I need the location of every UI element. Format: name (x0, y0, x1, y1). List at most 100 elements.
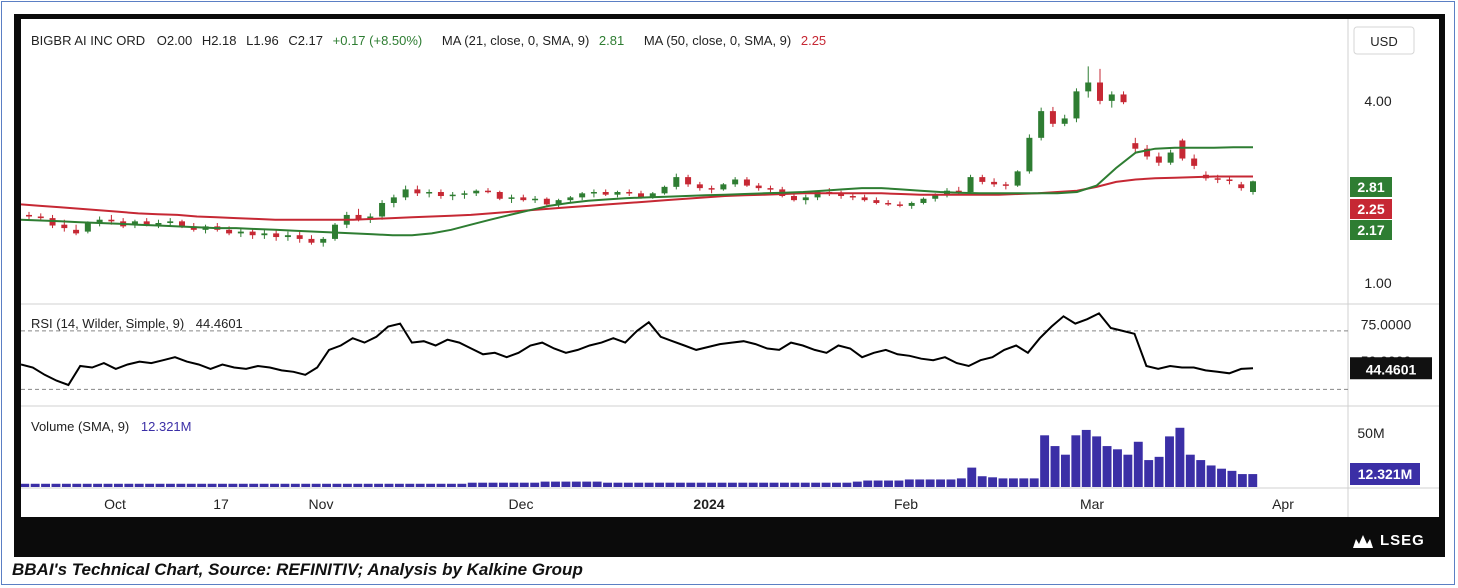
volume-bar (936, 479, 945, 487)
currency-button[interactable] (1353, 26, 1415, 55)
candle-body (26, 214, 32, 217)
candle-body (1097, 82, 1103, 101)
volume-bar (145, 483, 155, 487)
candle-body (1026, 137, 1033, 172)
volume-bar (582, 481, 592, 487)
volume-bar (832, 482, 841, 487)
candle-body (543, 198, 550, 205)
candle-body (885, 202, 892, 205)
volume-bar (519, 482, 529, 487)
volume-bar (499, 482, 508, 487)
volume-bar (280, 483, 290, 487)
volume-bar (623, 482, 633, 487)
volume-bar (894, 480, 904, 487)
volume-bar (1165, 436, 1174, 487)
candle-body (237, 231, 244, 234)
candle-body (1155, 156, 1162, 163)
volume-group (20, 427, 1258, 487)
candle-body (1038, 111, 1045, 138)
volume-bar (197, 483, 207, 487)
rsi-tick-label: 75.0000 (1361, 317, 1412, 333)
volume-bar (748, 482, 758, 487)
candle-body (1085, 82, 1092, 92)
candle-body (449, 194, 456, 197)
rsi-legend: RSI (14, Wilder, Simple, 9) 44.4601 (31, 316, 243, 331)
volume-badge-label: 12.321M (1358, 466, 1412, 482)
candle-body (1132, 143, 1139, 149)
volume-bar (779, 482, 789, 487)
candle-body (426, 192, 433, 194)
volume-bar (405, 483, 415, 487)
volume-bar (322, 483, 331, 487)
low-label: L1.96 (246, 33, 279, 48)
candle-body (273, 233, 280, 238)
candle-body (673, 177, 680, 187)
candles-group (26, 66, 1256, 247)
candle-body (249, 231, 256, 236)
volume-bar (592, 481, 602, 487)
x-tick-label: Feb (894, 496, 918, 512)
candle-body (437, 192, 444, 197)
candle-body (1250, 181, 1256, 193)
volume-bar (1008, 478, 1018, 487)
volume-bar (93, 483, 103, 487)
candle-body (896, 204, 903, 206)
candle-body (1002, 184, 1009, 186)
volume-bar (727, 482, 737, 487)
volume-bar (738, 482, 748, 487)
volume-bar (707, 482, 717, 487)
volume-bar (20, 483, 30, 487)
volume-tick-label: 50M (1357, 425, 1384, 441)
candle-body (955, 190, 962, 193)
ma21-value: 2.81 (599, 33, 624, 48)
volume-bar (675, 482, 685, 487)
candle-body (732, 179, 739, 185)
volume-bar (1248, 474, 1258, 487)
ma21-line (20, 146, 1253, 237)
volume-bar (61, 483, 71, 487)
volume-badge (1350, 463, 1420, 485)
volume-bar (863, 480, 873, 487)
volume-bar (665, 482, 675, 487)
volume-bar (270, 483, 279, 487)
candle-body (991, 181, 998, 185)
volume-bar (759, 482, 769, 487)
volume-bar (1060, 454, 1070, 487)
volume-bar (1019, 478, 1029, 487)
ma-group (20, 146, 1253, 237)
volume-bar (394, 483, 404, 487)
volume-bar (769, 482, 779, 487)
chart-area: USD BIGBR AI INC ORD O2.00 H2.18 L1.96 C… (20, 19, 1439, 517)
volume-bar (915, 479, 925, 487)
candle-body (1214, 178, 1221, 180)
candle-body (402, 189, 409, 198)
candle-body (179, 221, 185, 227)
volume-bar (436, 483, 446, 487)
volume-bar (1040, 435, 1050, 487)
candle-body (131, 221, 138, 225)
volume-bar (1227, 470, 1237, 487)
volume-bar (1102, 446, 1112, 487)
volume-bar (967, 467, 977, 487)
volume-bar (155, 483, 165, 487)
price-badge-label: 2.25 (1357, 201, 1384, 217)
rsi-label: RSI (14, Wilder, Simple, 9) (31, 316, 184, 331)
x-tick-label: Dec (509, 496, 534, 512)
candle-body (461, 193, 468, 195)
candle-body (108, 219, 115, 222)
candle-body (920, 198, 927, 203)
volume-bar (249, 483, 259, 487)
volume-bar (998, 478, 1008, 487)
volume-bar (311, 483, 321, 487)
volume-bar (374, 483, 384, 487)
candle-body (849, 196, 856, 198)
change-label: +0.17 (+8.50%) (333, 33, 423, 48)
volume-bar (946, 479, 956, 487)
candle-body (96, 219, 103, 224)
candle-body (1049, 111, 1056, 124)
volume-label: Volume (SMA, 9) (31, 419, 129, 434)
volume-bar (686, 482, 696, 487)
rsi-line (20, 312, 1254, 387)
volume-bar (696, 482, 706, 487)
x-tick-label: Oct (104, 496, 126, 512)
